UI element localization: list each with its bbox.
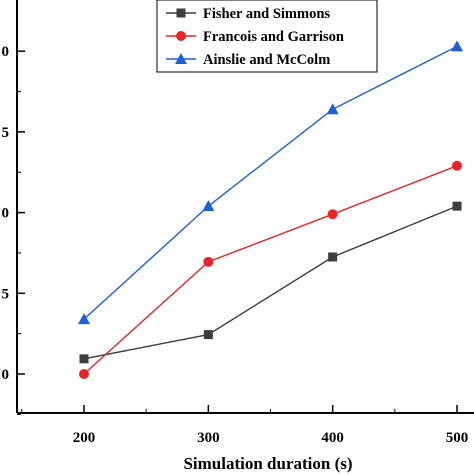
series-fisher-and-simmons xyxy=(80,202,462,364)
y-tick-label: 0 xyxy=(2,367,10,383)
data-point xyxy=(328,252,337,261)
y-tick-label: 0 xyxy=(2,44,10,60)
y-tick-label: 5 xyxy=(2,286,10,302)
legend-marker xyxy=(176,31,186,41)
x-tick-label: 300 xyxy=(197,430,220,446)
data-point xyxy=(202,200,214,211)
data-point xyxy=(453,202,462,211)
legend-label: Ainslie and McColm xyxy=(203,52,330,68)
x-tick-label: 500 xyxy=(446,430,469,446)
x-ticks: 200 300 400 500 xyxy=(22,405,468,446)
series-layer xyxy=(78,40,463,379)
y-tick-label: 5 xyxy=(2,125,10,141)
legend-label: Fisher and Simmons xyxy=(203,6,330,22)
series-francois-and-garrison xyxy=(79,161,462,379)
series-ainslie-and-mccolm xyxy=(78,40,463,324)
series-line xyxy=(84,46,457,319)
legend-label: Francois and Garrison xyxy=(203,29,344,45)
data-point xyxy=(204,330,213,339)
data-point xyxy=(80,354,89,363)
series-line xyxy=(84,166,457,374)
data-point xyxy=(79,369,89,379)
data-point xyxy=(203,257,213,267)
legend: Fisher and Simmons Francois and Garrison A… xyxy=(157,0,377,72)
x-tick-label: 400 xyxy=(321,430,344,446)
data-point xyxy=(451,40,463,51)
x-tick-label: 200 xyxy=(73,430,96,446)
x-axis-title: Simulation duration (s) xyxy=(183,454,352,473)
y-ticks: 0 5 0 5 0 xyxy=(2,44,26,414)
data-point xyxy=(328,209,338,219)
y-tick-label: 0 xyxy=(2,206,10,222)
series-line xyxy=(84,206,457,359)
legend-marker xyxy=(177,9,186,18)
data-point xyxy=(327,103,339,114)
data-point xyxy=(452,161,462,171)
